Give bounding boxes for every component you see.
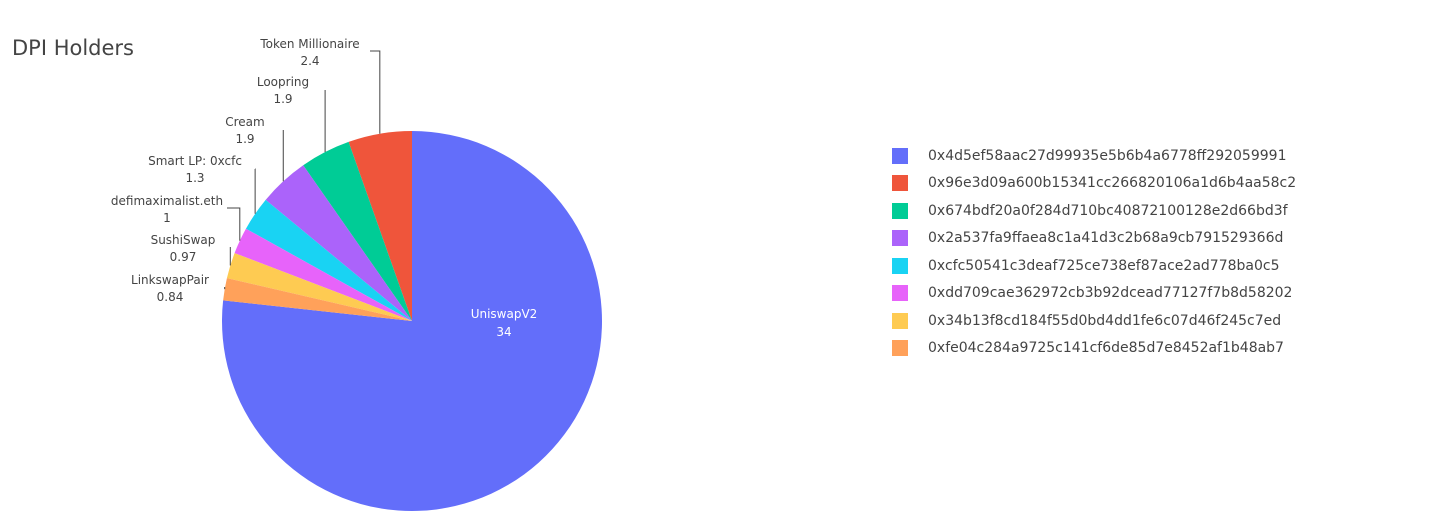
chart-title: DPI Holders <box>12 36 135 60</box>
slice-value-2: 2.4 <box>300 54 319 68</box>
legend-label: 0xfe04c284a9725c141cf6de85d7e8452af1b48a… <box>928 340 1284 357</box>
pie-slice-4[interactable] <box>265 165 412 321</box>
legend-swatch <box>892 285 908 302</box>
legend-label: 0x674bdf20a0f284d710bc40872100128e2d66bd… <box>928 202 1288 219</box>
label-connector-2 <box>370 50 381 134</box>
legend-swatch <box>892 202 908 219</box>
legend-swatch <box>892 340 908 357</box>
legend-item-4[interactable]: 0x2a537fa9ffaea8c1a41d3c2b68a9cb79152936… <box>892 225 1296 253</box>
legend-item-5[interactable]: 0xcfc50541c3deaf725ce738ef87ace2ad778ba0… <box>892 252 1296 280</box>
slice-label-7: SushiSwap <box>151 233 216 247</box>
pie-slices <box>221 131 602 511</box>
pie-slice-6[interactable] <box>234 228 412 321</box>
legend-item-8[interactable]: 0xfe04c284a9725c141cf6de85d7e8452af1b48a… <box>892 335 1296 363</box>
pie-slice-3[interactable] <box>303 141 412 321</box>
legend-swatch <box>892 230 908 247</box>
slice-label-6: defimaximalist.eth <box>111 194 223 208</box>
legend-item-6[interactable]: 0xdd709cae362972cb3b92dcead77127f7b8d582… <box>892 280 1296 308</box>
slice-value-3: 1.9 <box>273 92 292 106</box>
slice-label-1: UniswapV2 <box>471 307 538 321</box>
legend-item-1[interactable]: 0x4d5ef58aac27d99935e5b6b4a6778ff2920599… <box>892 142 1296 170</box>
pie-labels: UniswapV2 34 Token Millionaire 2.4 Loopring 1… <box>111 37 537 339</box>
pie-slice-7[interactable] <box>226 253 412 321</box>
pie-slice-8[interactable] <box>223 278 412 321</box>
pie-slice-5[interactable] <box>245 199 412 321</box>
label-connector-6 <box>227 207 241 241</box>
legend-label: 0x4d5ef58aac27d99935e5b6b4a6778ff2920599… <box>928 147 1287 164</box>
legend-label: 0x2a537fa9ffaea8c1a41d3c2b68a9cb79152936… <box>928 230 1284 247</box>
pie-slice-2[interactable] <box>348 131 412 321</box>
legend-item-3[interactable]: 0x674bdf20a0f284d710bc40872100128e2d66bd… <box>892 197 1296 225</box>
legend-label: 0x34b13f8cd184f55d0bd4dd1fe6c07d46f245c7… <box>928 312 1282 329</box>
legend-label: 0xdd709cae362972cb3b92dcead77127f7b8d582… <box>928 285 1293 302</box>
legend-swatch <box>892 147 908 164</box>
legend-label: 0x96e3d09a600b15341cc266820106a1d6b4aa58… <box>928 175 1297 192</box>
slice-value-1: 34 <box>496 325 511 339</box>
legend-swatch <box>892 175 908 192</box>
slice-label-3: Loopring <box>257 75 309 89</box>
legend-item-2[interactable]: 0x96e3d09a600b15341cc266820106a1d6b4aa58… <box>892 170 1296 198</box>
slice-label-2: Token Millionaire <box>259 37 359 51</box>
legend: 0x4d5ef58aac27d99935e5b6b4a6778ff2920599… <box>892 142 1296 362</box>
slice-label-5: Smart LP: 0xcfc <box>148 154 242 168</box>
slice-value-8: 0.84 <box>157 290 184 304</box>
pie-chart: UniswapV2 34 Token Millionaire 2.4 Loopring 1… <box>111 37 602 511</box>
slice-value-6: 1 <box>163 211 171 225</box>
slice-value-5: 1.3 <box>185 171 204 185</box>
slice-value-4: 1.9 <box>235 132 254 146</box>
legend-swatch <box>892 257 908 274</box>
legend-label: 0xcfc50541c3deaf725ce738ef87ace2ad778ba0… <box>928 257 1280 274</box>
slice-label-8: LinkswapPair <box>131 273 209 287</box>
legend-item-7[interactable]: 0x34b13f8cd184f55d0bd4dd1fe6c07d46f245c7… <box>892 307 1296 335</box>
slice-label-4: Cream <box>225 115 264 129</box>
slice-value-7: 0.97 <box>170 250 197 264</box>
legend-swatch <box>892 312 908 329</box>
